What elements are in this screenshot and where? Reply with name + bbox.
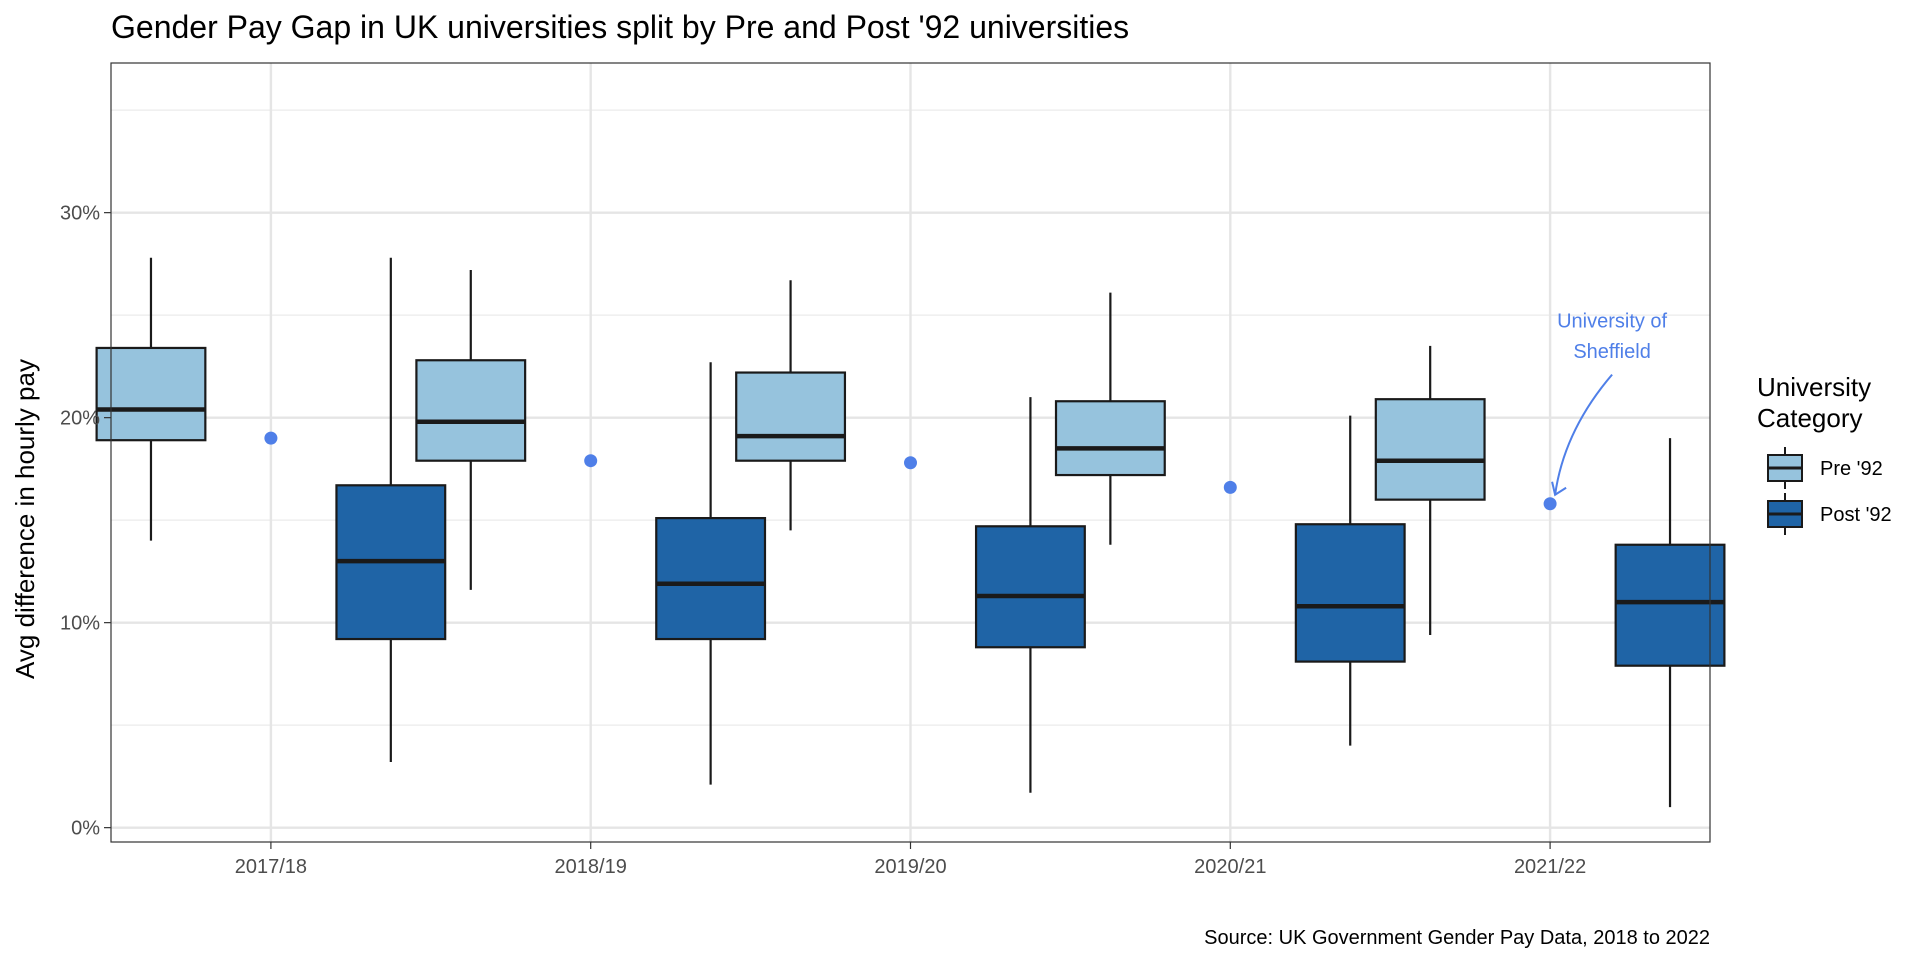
- box-marks: [95, 257, 1726, 808]
- annotation: University of Sheffield: [1551, 310, 1668, 497]
- box-body: [1054, 400, 1166, 477]
- x-tick-label: 2020/21: [1194, 856, 1266, 878]
- box-post92: [974, 397, 1086, 793]
- box-body: [95, 346, 207, 442]
- y-tick-label: 30%: [60, 203, 100, 225]
- x-tick-label: 2018/19: [555, 856, 627, 878]
- highlight-point: [1543, 497, 1557, 511]
- y-axis: 0% 10% 20% 30%: [60, 203, 111, 840]
- x-tick-label: 2017/18: [235, 856, 307, 878]
- box-pre92: [1374, 345, 1486, 635]
- x-tick-label: 2019/20: [874, 856, 946, 878]
- highlight-point: [264, 431, 278, 445]
- y-axis-title: Avg difference in hourly pay: [10, 359, 40, 679]
- box-post92: [1614, 438, 1726, 808]
- highlight-point: [904, 456, 917, 470]
- box-pre92: [415, 270, 527, 590]
- plot-area: University of Sheffield: [95, 62, 1726, 843]
- box-pre92: [735, 280, 847, 531]
- highlight-points: [264, 431, 1557, 511]
- chart-title: Gender Pay Gap in UK universities split …: [111, 9, 1129, 45]
- box-pre92: [1054, 292, 1166, 545]
- box-body: [974, 525, 1086, 649]
- annotation-arrow: [1554, 373, 1613, 495]
- annotation-text-line-1: University of: [1557, 310, 1667, 332]
- box-post92: [1294, 415, 1406, 746]
- legend-label: Post '92: [1820, 504, 1892, 526]
- box-body: [1614, 543, 1726, 667]
- box-body: [735, 371, 847, 462]
- box-body: [1294, 523, 1406, 663]
- box-body: [1374, 398, 1486, 501]
- legend-key-post92: Post '92: [1767, 493, 1892, 535]
- annotation-arrowhead: [1551, 481, 1567, 497]
- box-pre92: [95, 257, 207, 541]
- legend-title-line-1: University: [1757, 372, 1871, 402]
- box-body: [415, 359, 527, 462]
- x-axis: 2017/18 2018/19 2019/20 2020/21 2021/22: [235, 842, 1586, 878]
- legend-key-pre92: Pre '92: [1767, 447, 1883, 489]
- legend-label: Pre '92: [1820, 458, 1883, 480]
- y-tick-label: 0%: [71, 818, 100, 840]
- chart-caption: Source: UK Government Gender Pay Data, 2…: [1204, 927, 1710, 949]
- box-post92: [655, 362, 767, 785]
- highlight-point: [584, 454, 598, 468]
- box-post92: [335, 257, 447, 763]
- y-tick-label: 10%: [60, 613, 100, 635]
- box-body: [655, 516, 767, 641]
- highlight-point: [1223, 480, 1237, 494]
- x-tick-label: 2021/22: [1514, 856, 1586, 878]
- legend-title-line-2: Category: [1757, 403, 1863, 433]
- annotation-text-line-2: Sheffield: [1573, 341, 1650, 363]
- legend: University Category Pre '92 Post '92: [1757, 372, 1892, 535]
- y-tick-label: 20%: [60, 408, 100, 430]
